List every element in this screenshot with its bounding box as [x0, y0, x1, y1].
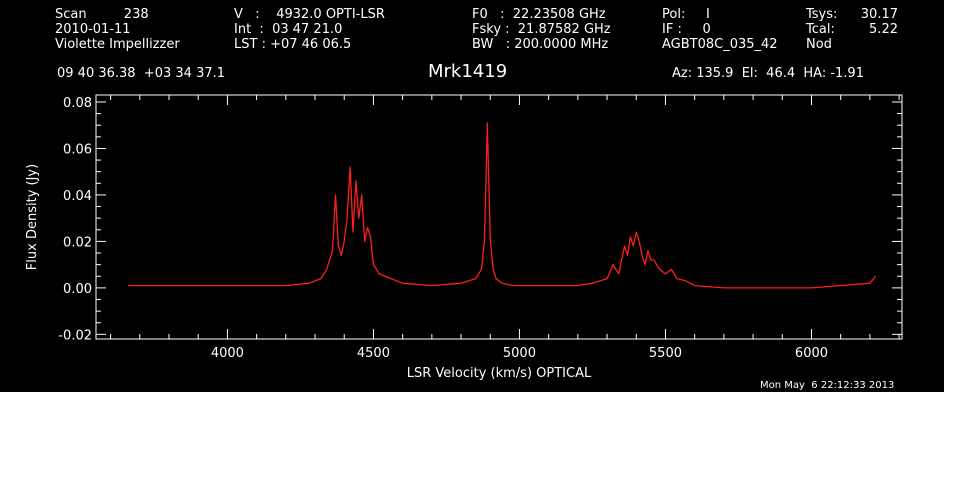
x-tick-label: 5500 — [649, 346, 682, 361]
x-tick-label: 6000 — [795, 346, 828, 361]
header-col1: Scan 238 2010-01-11 Violette Impellizzer — [55, 7, 180, 52]
y-tick-label: 0.08 — [63, 96, 92, 111]
y-tick-label: 0.04 — [63, 189, 92, 204]
header-col5-values: 30.17 5.22 — [860, 7, 898, 37]
y-tick-label: 0.02 — [63, 235, 92, 250]
az-el-ha: Az: 135.9 El: 46.4 HA: -1.91 — [672, 66, 864, 81]
spectrum-chart: 4000 4500 5000 5500 6000 -0.02 0.00 0.02 0.04 0.0… — [25, 94, 903, 381]
source-name: Mrk1419 — [428, 61, 508, 82]
x-axis-label: LSR Velocity (km/s) OPTICAL — [407, 366, 592, 381]
timestamp: Mon May 6 22:12:33 2013 — [760, 380, 895, 391]
header-col4: Pol: I IF : 0 AGBT08C_035_42 — [662, 7, 778, 52]
spectrum-line — [128, 122, 877, 289]
coordinates: 09 40 36.38 +03 34 37.1 — [57, 66, 226, 81]
y-tick-label: 0.00 — [63, 282, 92, 297]
x-tick-label: 4000 — [211, 346, 244, 361]
y-tick-label: 0.06 — [63, 142, 92, 157]
plot-panel: Scan 238 2010-01-11 Violette Impellizzer V… — [0, 0, 944, 392]
plot-frame — [95, 94, 903, 340]
y-axis-label: Flux Density (Jy) — [25, 164, 40, 270]
x-tick-label: 5000 — [503, 346, 536, 361]
x-tick-label: 4500 — [357, 346, 390, 361]
header-col3: F0 : 22.23508 GHz Fsky : 21.87582 GHz BW :… — [472, 7, 611, 52]
y-tick-label: -0.02 — [58, 328, 92, 343]
header-col2: V : 4932.0 OPTI-LSR Int : 03 47 21.0 LST :… — [234, 7, 385, 52]
header-col5-labels: Tsys: Tcal: Nod — [806, 7, 838, 52]
